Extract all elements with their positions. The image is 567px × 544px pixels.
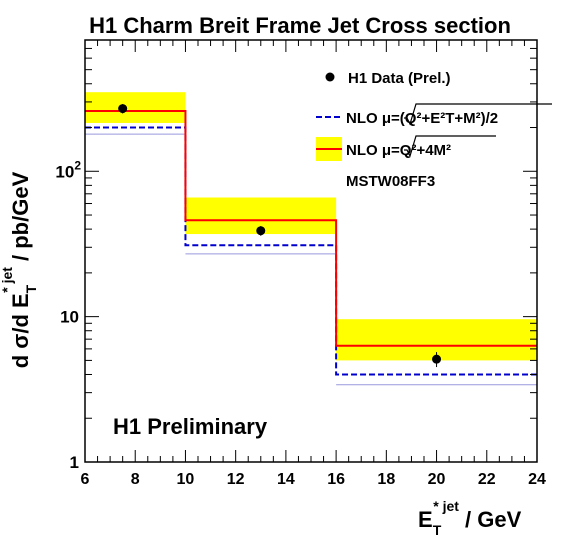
nlo-blue-bands: [85, 133, 537, 386]
x-tick-label: 22: [478, 471, 496, 488]
x-axis-label: ET* jet / GeV: [418, 498, 522, 538]
nlo-red-bands: [85, 92, 537, 361]
chart-title: H1 Charm Breit Frame Jet Cross section: [89, 13, 511, 38]
nlo-blue-step: [85, 126, 537, 376]
pdf-label: MSTW08FF3: [346, 173, 435, 190]
x-tick-label: 24: [528, 471, 546, 488]
data-points: [118, 104, 442, 368]
nlo-red-line: [85, 109, 537, 347]
x-tick-label: 10: [177, 471, 195, 488]
legend-data-marker: [325, 72, 335, 82]
nlo-red-step: [85, 109, 537, 347]
annotation-h1-preliminary: H1 Preliminary: [113, 414, 268, 439]
y-axis-label: d σ/d ET* jet / pb/GeV: [0, 171, 39, 368]
legend-data-label: H1 Data (Prel.): [348, 70, 451, 87]
nlo-red-band-0: [85, 92, 186, 123]
legend-red-prefix: NLO μ=: [346, 142, 400, 159]
legend-red-label: NLO μ=Q²+4M²: [346, 142, 451, 159]
legend-blue-label: NLO μ=(Q²+E²T+M²)/2: [346, 110, 498, 127]
legend-blue-expr: (Q²+E²T+M²)/2: [400, 110, 498, 127]
data-point-1: [256, 226, 266, 236]
x-tick-label: 12: [227, 471, 245, 488]
plot-area: 6 8 10 12 14 16 18 20 22 24 1 10 102: [55, 39, 546, 488]
y-tick-label: 10: [60, 308, 79, 327]
y-tick-label: 102: [55, 158, 81, 181]
y-axis: 1 10 102: [55, 39, 537, 472]
data-point-2: [432, 354, 442, 364]
legend: H1 Data (Prel.) NLO μ=(Q²+E²T+M²)/2 NLO …: [316, 70, 552, 190]
x-tick-label: 16: [327, 471, 345, 488]
x-tick-label: 6: [81, 471, 90, 488]
legend-blue-prefix: NLO μ=: [346, 110, 400, 127]
x-axis: 6 8 10 12 14 16 18 20 22 24: [81, 40, 546, 488]
x-tick-label: 20: [428, 471, 446, 488]
data-point-0: [118, 104, 128, 114]
nlo-blue-line: [85, 126, 537, 376]
y-tick-label: 1: [70, 453, 79, 472]
legend-blue-sqrt: [404, 103, 552, 126]
legend-red-sqrt: [404, 135, 496, 158]
x-tick-label: 8: [131, 471, 140, 488]
x-tick-label: 14: [277, 471, 295, 488]
x-tick-label: 18: [377, 471, 395, 488]
